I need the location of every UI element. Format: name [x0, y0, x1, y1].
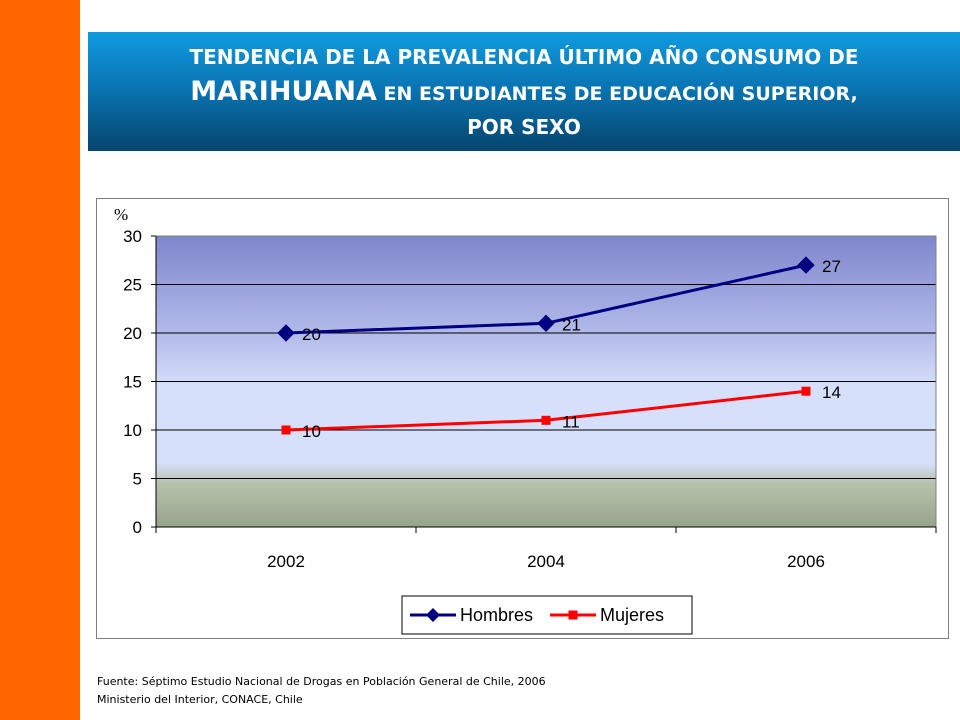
legend-label-mujeres: Mujeres	[600, 605, 664, 625]
y-tick-label-25: 25	[123, 276, 142, 295]
title-line-2: MARIHUANA EN ESTUDIANTES DE EDUCACIÓN SU…	[88, 76, 960, 107]
y-tick-label-5: 5	[133, 470, 142, 489]
x-tick-label-2004: 2004	[527, 552, 565, 571]
title-banner: TENDENCIA DE LA PREVALENCIA ÚLTIMO AÑO C…	[88, 32, 960, 151]
source-line-1: Fuente: Séptimo Estudio Nacional de Drog…	[97, 675, 546, 688]
title-line-1: TENDENCIA DE LA PREVALENCIA ÚLTIMO AÑO C…	[189, 45, 859, 69]
y-tick-label-20: 20	[123, 324, 142, 343]
y-axis-label: %	[114, 205, 128, 224]
point-mujeres-2006	[801, 386, 811, 396]
y-tick-label-15: 15	[123, 373, 142, 392]
point-mujeres-2004	[541, 415, 551, 425]
source-line-2: Ministerio del Interior, CONACE, Chile	[97, 693, 303, 706]
line-chart: 0 5 10 15 20 25 30 2002 2004 2006% 20 21 27 10 11 14 H…	[114, 205, 937, 635]
point-mujeres-2002	[281, 425, 291, 435]
x-tick-label-2006: 2006	[787, 552, 825, 571]
title-line-2-rest: EN ESTUDIANTES DE EDUCACIÓN SUPERIOR,	[376, 83, 858, 105]
y-tick-label-0: 0	[133, 518, 142, 537]
x-tick-label-2002: 2002	[267, 552, 305, 571]
data-label-hombres-2004: 21	[562, 315, 581, 334]
point-hombres-2004	[537, 314, 555, 333]
data-label-mujeres-2002: 10	[302, 422, 321, 441]
legend-marker-hombres	[426, 608, 440, 622]
orange-side-bar	[0, 0, 80, 720]
point-hombres-2002	[277, 324, 295, 342]
point-hombres-2006	[797, 256, 815, 274]
chart-frame: 0 5 10 15 20 25 30 2002 2004 2006% 20 21 27 10 11 14 H…	[96, 198, 949, 639]
title-emphasis: MARIHUANA	[190, 76, 377, 107]
title-line-3: POR SEXO	[467, 115, 581, 139]
y-tick-label-10: 10	[123, 421, 142, 440]
data-label-hombres-2002: 20	[302, 325, 321, 344]
data-label-mujeres-2004: 11	[562, 412, 580, 431]
data-label-mujeres-2006: 14	[822, 383, 841, 402]
legend-label-hombres: Hombres	[460, 605, 533, 625]
legend-marker-mujeres	[568, 610, 578, 620]
y-tick-label-30: 30	[123, 227, 142, 246]
data-label-hombres-2006: 27	[822, 257, 841, 276]
